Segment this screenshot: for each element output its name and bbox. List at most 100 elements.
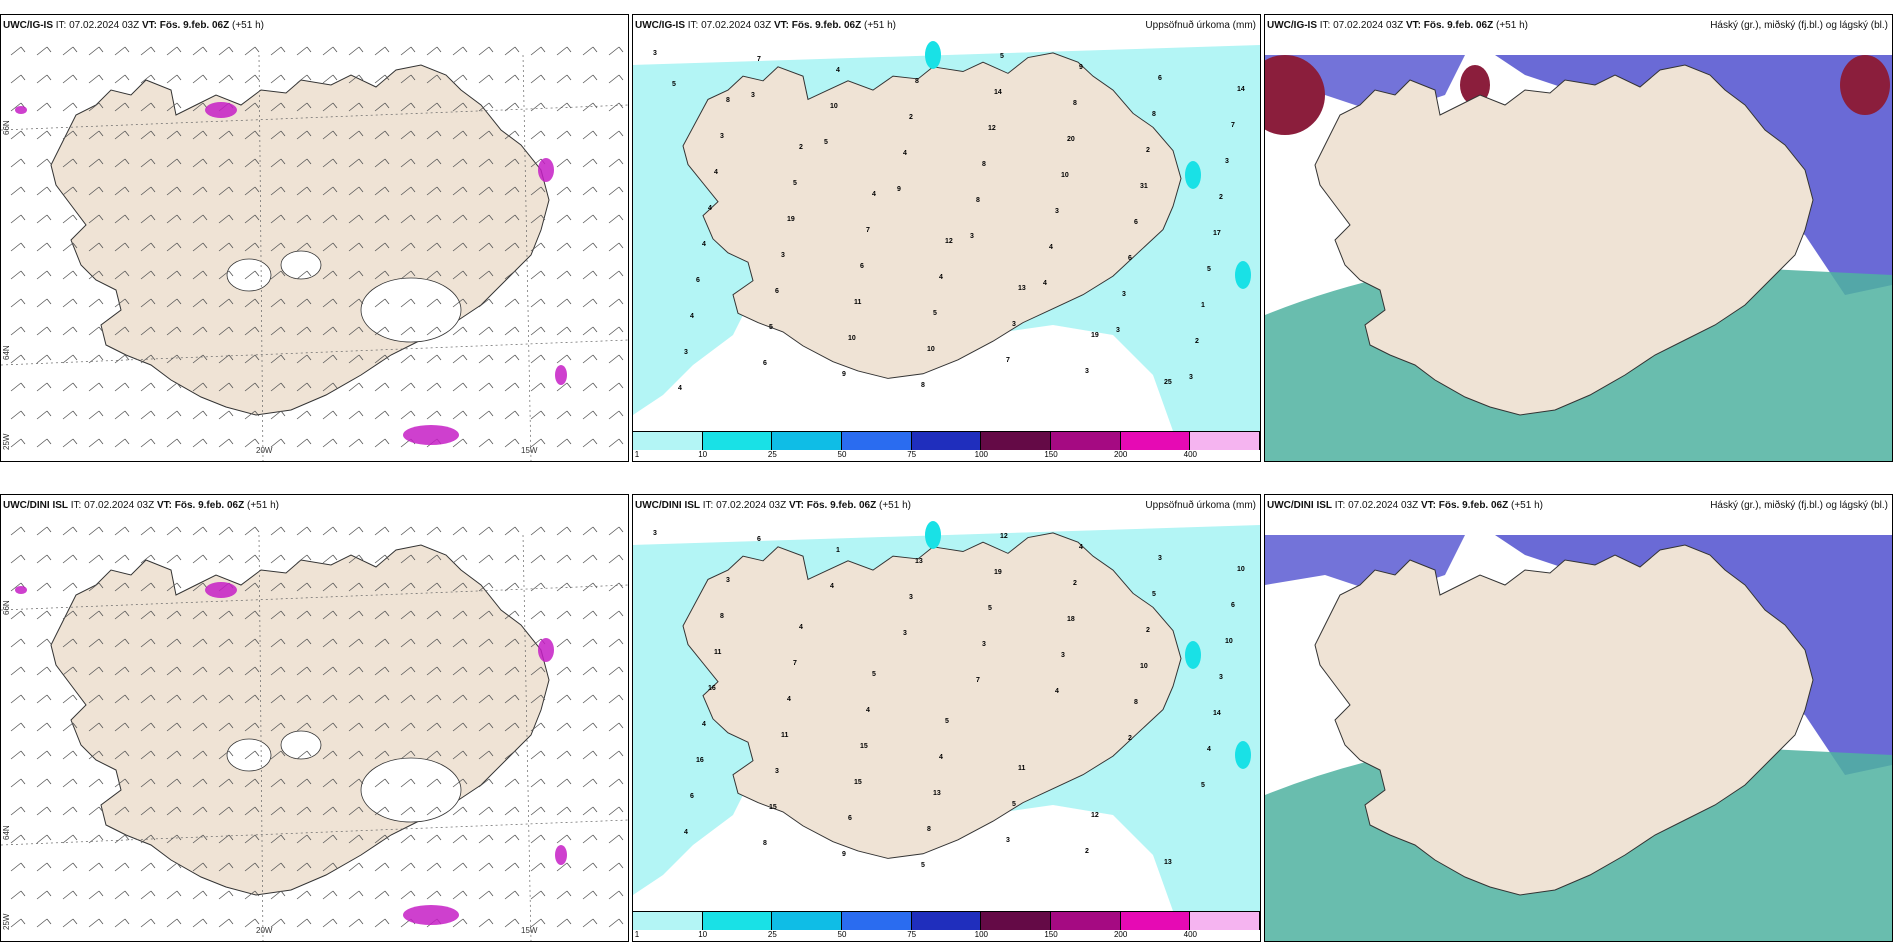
legend-tick: 1 [634, 450, 640, 459]
precip-value: 6 [860, 263, 864, 270]
wind-barb [218, 130, 234, 140]
wind-barb [426, 46, 442, 56]
wind-barb [530, 270, 546, 280]
wind-barb [478, 750, 494, 760]
wind-barb [556, 158, 572, 168]
wind-barb [270, 834, 286, 844]
wind-barb [62, 582, 78, 592]
precip-value: 6 [1231, 602, 1235, 609]
wind-barb [504, 694, 520, 704]
precip-value: 9 [842, 371, 846, 378]
wind-barb [88, 270, 104, 280]
wind-barb [374, 526, 390, 536]
wind-barb [452, 834, 468, 844]
wind-barb [504, 382, 520, 392]
wind-barb [322, 354, 338, 364]
wind-barb [192, 778, 208, 788]
wind-barb [140, 46, 156, 56]
wind-barb [140, 834, 156, 844]
precip-value: 14 [1213, 710, 1221, 717]
wind-barb [530, 834, 546, 844]
wind-barb [452, 862, 468, 872]
precip-value: 13 [915, 558, 923, 565]
wind-barb [608, 354, 624, 364]
wind-barb [10, 74, 26, 84]
wind-barb [452, 610, 468, 620]
wind-barb [88, 526, 104, 536]
wind-barb [244, 582, 260, 592]
panel-title: Háský (gr.), miðský (fj.bl.) og lágský (… [1710, 20, 1888, 31]
wind-barb [140, 298, 156, 308]
wind-barb [400, 834, 416, 844]
precip-patch [1185, 161, 1201, 189]
wind-barb [10, 806, 26, 816]
wind-barb [608, 806, 624, 816]
wind-barb [270, 298, 286, 308]
precip-value: 13 [933, 790, 941, 797]
wind-barb [140, 918, 156, 928]
precip-value: 6 [690, 793, 694, 800]
wind-barb [556, 638, 572, 648]
wind-barb [36, 410, 52, 420]
valid-time: VT: Fös. 9.feb. 06Z [141, 20, 230, 31]
wind-barb [192, 410, 208, 420]
panel-title: Háský (gr.), miðský (fj.bl.) og lágský (… [1710, 500, 1888, 511]
wind-barb [114, 918, 130, 928]
wind-barb [426, 186, 442, 196]
wind-barb [556, 526, 572, 536]
wind-barb [166, 214, 182, 224]
wind-barb [608, 666, 624, 676]
wind-barb [400, 862, 416, 872]
wind-barb [62, 918, 78, 928]
precip-value: 5 [945, 718, 949, 725]
wind-barb [478, 326, 494, 336]
wind-barb [62, 694, 78, 704]
wind-barb [10, 694, 26, 704]
legend-swatch [981, 912, 1052, 930]
panel-header: UWC/DINI ISL IT: 07.02.2024 03Z VT: Fös.… [1267, 499, 1888, 513]
wind-barb [192, 610, 208, 620]
wind-barb [530, 890, 546, 900]
wind-barb [296, 750, 312, 760]
wind-barb [296, 666, 312, 676]
wind-barb [452, 214, 468, 224]
wind-barb [244, 890, 260, 900]
wind-barb [296, 834, 312, 844]
wind-barb [244, 438, 260, 448]
precip-value: 5 [933, 310, 937, 317]
wind-barb [374, 862, 390, 872]
valid-time: VT: Fös. 9.feb. 06Z [1405, 20, 1494, 31]
wind-barb [608, 890, 624, 900]
precip-value: 10 [830, 103, 838, 110]
panel-precip-dini: UWC/DINI ISL IT: 07.02.2024 03Z VT: Fös.… [632, 494, 1261, 942]
precip-value: 19 [994, 569, 1002, 576]
wind-barb [426, 354, 442, 364]
legend-swatch [633, 432, 703, 450]
wind-barb [192, 74, 208, 84]
precip-value: 5 [1012, 801, 1016, 808]
precip-value: 3 [684, 349, 688, 356]
wind-barb [504, 298, 520, 308]
precip-value: 3 [1189, 374, 1193, 381]
wind-barb [322, 270, 338, 280]
precip-value: 12 [1091, 812, 1099, 819]
legend-swatch [772, 912, 843, 930]
wind-barb [270, 862, 286, 872]
wind-barb [530, 354, 546, 364]
wind-barb [140, 354, 156, 364]
precip-value: 18 [1067, 616, 1075, 623]
wind-barb [166, 918, 182, 928]
precip-value: 5 [988, 605, 992, 612]
wind-barb [88, 554, 104, 564]
wind-barb [582, 326, 598, 336]
wind-barb [504, 806, 520, 816]
wind-barb [452, 242, 468, 252]
wind-barb [504, 242, 520, 252]
wind-barb [608, 46, 624, 56]
wind-barb [322, 158, 338, 168]
wind-barb [426, 890, 442, 900]
wind-barb [114, 778, 130, 788]
wind-barb [10, 610, 26, 620]
precip-value: 9 [897, 186, 901, 193]
wind-barb [166, 694, 182, 704]
